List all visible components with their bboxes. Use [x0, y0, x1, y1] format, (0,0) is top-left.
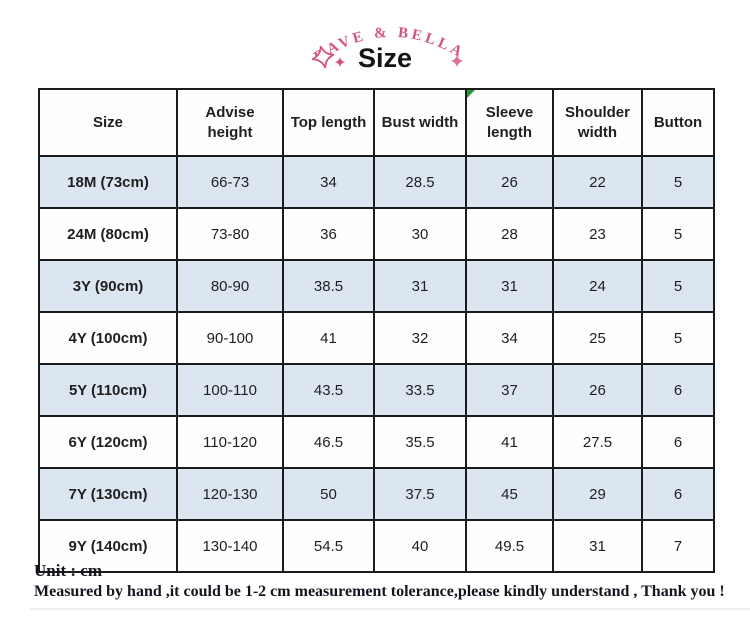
- table-cell: 29: [552, 467, 643, 521]
- col-header-button: Button: [641, 88, 715, 157]
- table-cell: 43.5: [282, 363, 375, 417]
- table-cell: 28: [465, 207, 554, 261]
- table-cell: 31: [465, 259, 554, 313]
- col-header-bust-width: Bust width: [373, 88, 467, 157]
- table-cell: 66-73: [176, 155, 284, 209]
- unit-label: Unit : cm: [34, 561, 102, 580]
- table-cell: 41: [465, 415, 554, 469]
- table-cell: 6: [641, 363, 715, 417]
- table-cell: 31: [373, 259, 467, 313]
- table-cell: 130-140: [176, 519, 284, 573]
- row-size-label: 24M (80cm): [38, 207, 178, 261]
- table-cell: 5: [641, 155, 715, 209]
- table-cell: 46.5: [282, 415, 375, 469]
- table-cell: 28.5: [373, 155, 467, 209]
- table-cell: 50: [282, 467, 375, 521]
- tolerance-note: Measured by hand ,it could be 1-2 cm mea…: [34, 583, 725, 600]
- row-size-label: 6Y (120cm): [38, 415, 178, 469]
- table-cell: 33.5: [373, 363, 467, 417]
- table-cell: 38.5: [282, 259, 375, 313]
- table-row: 4Y (100cm) 90-100 41 32 34 25 5: [38, 311, 715, 365]
- col-header-advise-height: Advise height: [176, 88, 284, 157]
- table-cell: 5: [641, 207, 715, 261]
- table-cell: 37.5: [373, 467, 467, 521]
- page-title: Size: [358, 43, 412, 73]
- page-header: DAVE & BELLA Size: [311, 25, 465, 73]
- sparkle-small-right-icon: [451, 55, 463, 67]
- table-cell: 54.5: [282, 519, 375, 573]
- table-cell: 41: [282, 311, 375, 365]
- table-cell: 35.5: [373, 415, 467, 469]
- table-cell: 100-110: [176, 363, 284, 417]
- col-header-size: Size: [38, 88, 178, 157]
- footer-notes: Unit : cm Measured by hand ,it could be …: [34, 560, 744, 602]
- table-cell: 90-100: [176, 311, 284, 365]
- table-cell: 34: [282, 155, 375, 209]
- row-size-label: 7Y (130cm): [38, 467, 178, 521]
- col-header-top-length: Top length: [282, 88, 375, 157]
- table-cell: 5: [641, 259, 715, 313]
- row-size-label: 3Y (90cm): [38, 259, 178, 313]
- bottom-divider: [30, 608, 750, 610]
- cell-comment-marker-icon: [467, 90, 475, 98]
- table-cell: 40: [373, 519, 467, 573]
- table-cell: 22: [552, 155, 643, 209]
- table-cell: 26: [552, 363, 643, 417]
- table-row: 18M (73cm) 66-73 34 28.5 26 22 5: [38, 155, 715, 209]
- size-table: Size Advise height Top length Bust width…: [38, 88, 715, 573]
- table-cell: 7: [641, 519, 715, 573]
- table-row: 6Y (120cm) 110-120 46.5 35.5 41 27.5 6: [38, 415, 715, 469]
- table-cell: 26: [465, 155, 554, 209]
- table-cell: 120-130: [176, 467, 284, 521]
- table-cell: 32: [373, 311, 467, 365]
- table-cell: 24: [552, 259, 643, 313]
- table-cell: 34: [465, 311, 554, 365]
- table-cell: 30: [373, 207, 467, 261]
- table-row: 9Y (140cm) 130-140 54.5 40 49.5 31 7: [38, 519, 715, 573]
- row-size-label: 4Y (100cm): [38, 311, 178, 365]
- table-cell: 31: [552, 519, 643, 573]
- table-cell: 73-80: [176, 207, 284, 261]
- table-row: 7Y (130cm) 120-130 50 37.5 45 29 6: [38, 467, 715, 521]
- col-header-shoulder-width: Shoulder width: [552, 88, 643, 157]
- size-table-header: Size Advise height Top length Bust width…: [38, 88, 715, 157]
- row-size-label: 9Y (140cm): [38, 519, 178, 573]
- table-cell: 6: [641, 415, 715, 469]
- table-row: 24M (80cm) 73-80 36 30 28 23 5: [38, 207, 715, 261]
- table-cell: 27.5: [552, 415, 643, 469]
- row-size-label: 18M (73cm): [38, 155, 178, 209]
- table-cell: 37: [465, 363, 554, 417]
- col-header-sleeve-length-label: Sleeve length: [485, 104, 534, 141]
- table-cell: 36: [282, 207, 375, 261]
- col-header-sleeve-length: Sleeve length: [465, 88, 554, 157]
- table-cell: 80-90: [176, 259, 284, 313]
- size-table-body: 18M (73cm) 66-73 34 28.5 26 22 5 24M (80…: [38, 155, 715, 573]
- row-size-label: 5Y (110cm): [38, 363, 178, 417]
- table-cell: 25: [552, 311, 643, 365]
- sparkle-large-icon: [311, 45, 335, 69]
- table-cell: 6: [641, 467, 715, 521]
- table-cell: 45: [465, 467, 554, 521]
- sparkle-small-left-icon: [335, 57, 345, 67]
- header-row: Size Advise height Top length Bust width…: [38, 88, 715, 157]
- table-cell: 23: [552, 207, 643, 261]
- table-row: 5Y (110cm) 100-110 43.5 33.5 37 26 6: [38, 363, 715, 417]
- table-cell: 49.5: [465, 519, 554, 573]
- table-row: 3Y (90cm) 80-90 38.5 31 31 24 5: [38, 259, 715, 313]
- table-cell: 110-120: [176, 415, 284, 469]
- table-cell: 5: [641, 311, 715, 365]
